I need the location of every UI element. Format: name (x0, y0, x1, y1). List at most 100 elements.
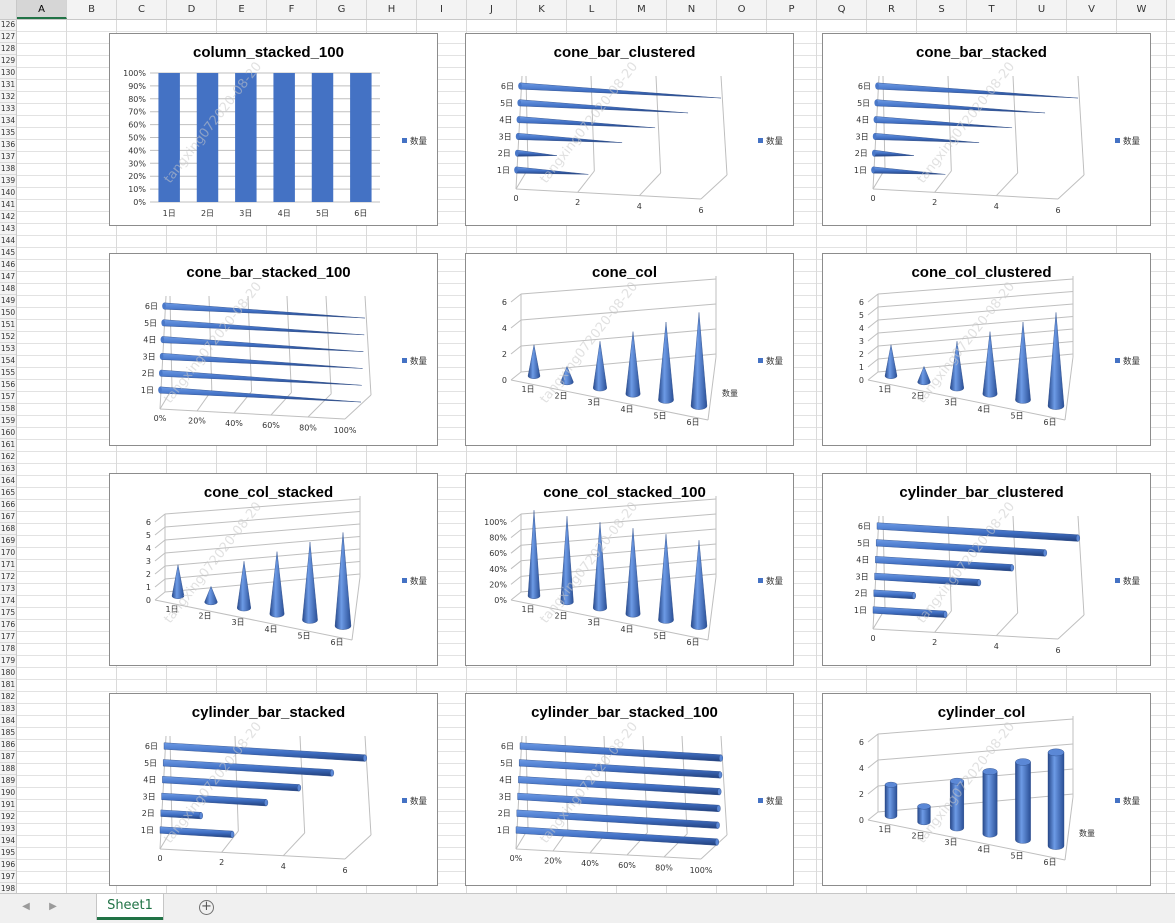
column-header-T[interactable]: T (967, 0, 1017, 19)
column-header-V[interactable]: V (1067, 0, 1117, 19)
row-header[interactable]: 134 (0, 116, 16, 127)
row-header[interactable]: 133 (0, 104, 16, 115)
row-header[interactable]: 138 (0, 164, 16, 175)
add-sheet-icon[interactable]: + (199, 900, 214, 915)
column-header-D[interactable]: D (167, 0, 217, 19)
row-header[interactable]: 143 (0, 224, 16, 235)
column-header-E[interactable]: E (217, 0, 267, 19)
row-header[interactable]: 132 (0, 92, 16, 103)
row-header[interactable]: 152 (0, 332, 16, 343)
row-header[interactable]: 137 (0, 152, 16, 163)
row-header[interactable]: 180 (0, 668, 16, 679)
row-header[interactable]: 187 (0, 752, 16, 763)
row-header[interactable]: 126 (0, 20, 16, 31)
row-header[interactable]: 154 (0, 356, 16, 367)
row-header[interactable]: 183 (0, 704, 16, 715)
row-header[interactable]: 136 (0, 140, 16, 151)
row-header[interactable]: 162 (0, 452, 16, 463)
row-header[interactable]: 141 (0, 200, 16, 211)
column-header-N[interactable]: N (667, 0, 717, 19)
row-header[interactable]: 190 (0, 788, 16, 799)
column-header-F[interactable]: F (267, 0, 317, 19)
scroll-tabs-right-icon[interactable]: ▶ (49, 901, 57, 912)
column-header-O[interactable]: O (717, 0, 767, 19)
row-header[interactable]: 168 (0, 524, 16, 535)
row-header[interactable]: 156 (0, 380, 16, 391)
column-header-M[interactable]: M (617, 0, 667, 19)
row-header[interactable]: 158 (0, 404, 16, 415)
row-header[interactable]: 140 (0, 188, 16, 199)
row-header[interactable]: 177 (0, 632, 16, 643)
row-header[interactable]: 131 (0, 80, 16, 91)
chart-cone_col_stacked[interactable]: cone_col_stacked 0 1 2 3 4 5 6 1日 2日 3日 4日 5日 6日 数量 tan… (109, 473, 438, 666)
sheet-tab[interactable]: Sheet1 (97, 894, 163, 920)
row-header[interactable]: 171 (0, 560, 16, 571)
row-header[interactable]: 159 (0, 416, 16, 427)
column-header-P[interactable]: P (767, 0, 817, 19)
row-header[interactable]: 178 (0, 644, 16, 655)
column-header-Q[interactable]: Q (817, 0, 867, 19)
row-header[interactable]: 157 (0, 392, 16, 403)
column-header-J[interactable]: J (467, 0, 517, 19)
chart-cone_bar_clustered[interactable]: cone_bar_clustered 0 2 4 6 6日 5日 4日 3日 2日 1日 数量 tang… (465, 33, 794, 226)
row-header[interactable]: 144 (0, 236, 16, 247)
row-header[interactable]: 166 (0, 500, 16, 511)
row-header[interactable]: 142 (0, 212, 16, 223)
row-header[interactable]: 128 (0, 44, 16, 55)
row-header[interactable]: 169 (0, 536, 16, 547)
row-header[interactable]: 175 (0, 608, 16, 619)
column-header-W[interactable]: W (1117, 0, 1167, 19)
row-header[interactable]: 130 (0, 68, 16, 79)
row-header[interactable]: 174 (0, 596, 16, 607)
row-header[interactable]: 198 (0, 884, 16, 893)
chart-cone_col_clustered[interactable]: cone_col_clustered 0 1 2 3 4 5 6 1日 2日 3日 4日 5日 6日 数量 t… (822, 253, 1151, 446)
chart-cone_col_stacked_100[interactable]: cone_col_stacked_100 0% 20% 40% 60% 80% 100% 1日… (465, 473, 794, 666)
row-header[interactable]: 129 (0, 56, 16, 67)
row-header[interactable]: 146 (0, 260, 16, 271)
row-header[interactable]: 172 (0, 572, 16, 583)
row-header[interactable]: 127 (0, 32, 16, 43)
row-header[interactable]: 149 (0, 296, 16, 307)
chart-cone_bar_stacked[interactable]: cone_bar_stacked 0 2 4 6 6日 5日 4日 3日 2日 1日 数量 tangxi… (822, 33, 1151, 226)
row-header[interactable]: 163 (0, 464, 16, 475)
row-header[interactable]: 160 (0, 428, 16, 439)
row-header[interactable]: 145 (0, 248, 16, 259)
column-header-I[interactable]: I (417, 0, 467, 19)
chart-cone_col[interactable]: cone_col 0 2 4 6 1日 2日 3日 4日 5日 6日 数量 数量 tangxing0720… (465, 253, 794, 446)
row-header[interactable]: 155 (0, 368, 16, 379)
column-header-H[interactable]: H (367, 0, 417, 19)
scroll-tabs-left-icon[interactable]: ◀ (22, 901, 30, 912)
row-header[interactable]: 182 (0, 692, 16, 703)
column-header-R[interactable]: R (867, 0, 917, 19)
chart-cylinder_bar_stacked_100[interactable]: cylinder_bar_stacked_100 0% 20% 40% 60% 80% 10… (465, 693, 794, 886)
row-header[interactable]: 150 (0, 308, 16, 319)
column-header-B[interactable]: B (67, 0, 117, 19)
row-header[interactable]: 193 (0, 824, 16, 835)
chart-column_stacked_100[interactable]: column_stacked_100 0% 10% 20% 30% 40% 50% 60% 70… (109, 33, 438, 226)
row-header[interactable]: 197 (0, 872, 16, 883)
column-header-G[interactable]: G (317, 0, 367, 19)
row-header[interactable]: 181 (0, 680, 16, 691)
row-header[interactable]: 170 (0, 548, 16, 559)
row-header[interactable]: 135 (0, 128, 16, 139)
column-header-S[interactable]: S (917, 0, 967, 19)
column-header-U[interactable]: U (1017, 0, 1067, 19)
chart-cone_bar_stacked_100[interactable]: cone_bar_stacked_100 0% 20% 40% 60% 80% 100% 6日… (109, 253, 438, 446)
row-header[interactable]: 147 (0, 272, 16, 283)
row-header[interactable]: 186 (0, 740, 16, 751)
row-header[interactable]: 184 (0, 716, 16, 727)
row-header[interactable]: 139 (0, 176, 16, 187)
chart-cylinder_col[interactable]: cylinder_col 0 2 4 6 1日 2日 3日 4日 5日 6日 数量 数量 tangxing… (822, 693, 1151, 886)
column-header-C[interactable]: C (117, 0, 167, 19)
row-header[interactable]: 164 (0, 476, 16, 487)
row-header[interactable]: 188 (0, 764, 16, 775)
column-header-L[interactable]: L (567, 0, 617, 19)
row-header[interactable]: 167 (0, 512, 16, 523)
column-header-K[interactable]: K (517, 0, 567, 19)
row-header[interactable]: 196 (0, 860, 16, 871)
row-header[interactable]: 185 (0, 728, 16, 739)
row-header[interactable]: 192 (0, 812, 16, 823)
row-header[interactable]: 153 (0, 344, 16, 355)
row-header[interactable]: 148 (0, 284, 16, 295)
row-header[interactable]: 151 (0, 320, 16, 331)
